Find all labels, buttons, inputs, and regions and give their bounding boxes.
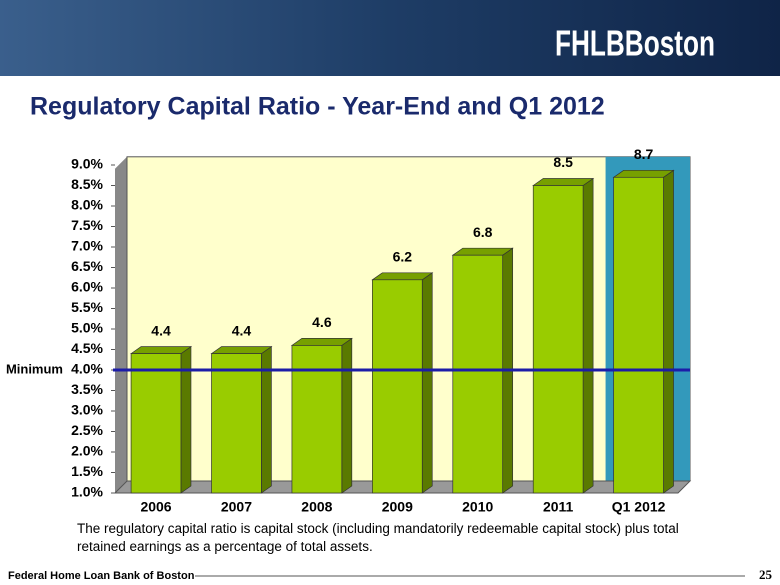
data-label: 4.4 (232, 322, 252, 338)
y-tick-label: 1.5% (71, 463, 103, 479)
bar-top (290, 338, 353, 346)
page-number: 25 (759, 567, 773, 582)
bar-side (341, 337, 353, 494)
y-tick-label: 3.0% (71, 402, 103, 418)
x-tick-label: 2007 (221, 499, 252, 515)
y-tick-label: 9.0% (71, 156, 103, 172)
header-banner (0, 0, 780, 76)
x-tick-label: 2006 (140, 499, 171, 515)
x-tick-label: 2011 (543, 499, 574, 515)
y-tick-label: 8.0% (71, 197, 103, 213)
y-tick-label: 8.5% (71, 176, 103, 192)
side-wall (115, 156, 127, 494)
bar-top (451, 247, 514, 256)
bar (613, 176, 664, 494)
bar (211, 353, 262, 494)
y-tick-label: 2.0% (71, 443, 103, 459)
chart-title: Regulatory Capital Ratio - Year-End and … (30, 93, 605, 121)
logo: FHLBBoston (555, 23, 715, 64)
y-tick-label: 5.0% (71, 320, 103, 336)
bar (532, 185, 584, 494)
y-tick-label: 7.0% (71, 238, 103, 254)
bar-side (582, 177, 594, 494)
reference-label: Minimum (6, 361, 63, 376)
data-label: 6.8 (473, 224, 493, 240)
bar (291, 345, 343, 494)
data-label: 4.6 (312, 314, 332, 330)
y-tick-label: 6.0% (71, 279, 103, 295)
data-label: 8.7 (634, 146, 654, 162)
note: The regulatory capital ratio is capital … (77, 521, 679, 554)
y-tick-label: 6.5% (71, 258, 103, 274)
bar-side (663, 169, 674, 494)
y-tick-label: 3.5% (71, 381, 103, 397)
y-tick-label: 7.5% (71, 217, 103, 233)
x-tick-label: 2009 (382, 499, 413, 515)
bar-top (210, 346, 273, 354)
bar (452, 254, 504, 494)
bar-top (371, 272, 434, 281)
x-tick-label: 2008 (301, 499, 332, 515)
data-label: 6.2 (393, 249, 413, 265)
y-tick-label: 1.0% (71, 484, 103, 500)
bar (130, 353, 182, 494)
bar (372, 279, 423, 494)
y-tick-label: 4.5% (71, 340, 103, 356)
bar-side (421, 272, 433, 494)
y-tick-label: 5.5% (71, 299, 103, 315)
data-label: 8.5 (553, 154, 573, 170)
bar-top (612, 169, 675, 178)
bar-top (532, 178, 595, 186)
y-tick-label: 4.0% (71, 361, 103, 377)
bar-top (129, 346, 193, 354)
y-tick-label: 2.5% (71, 422, 103, 438)
x-tick-label: Q1 2012 (612, 499, 666, 515)
footer-org: Federal Home Loan Bank of Boston (8, 570, 195, 582)
x-tick-label: 2010 (462, 499, 493, 515)
data-label: 4.4 (151, 322, 171, 338)
